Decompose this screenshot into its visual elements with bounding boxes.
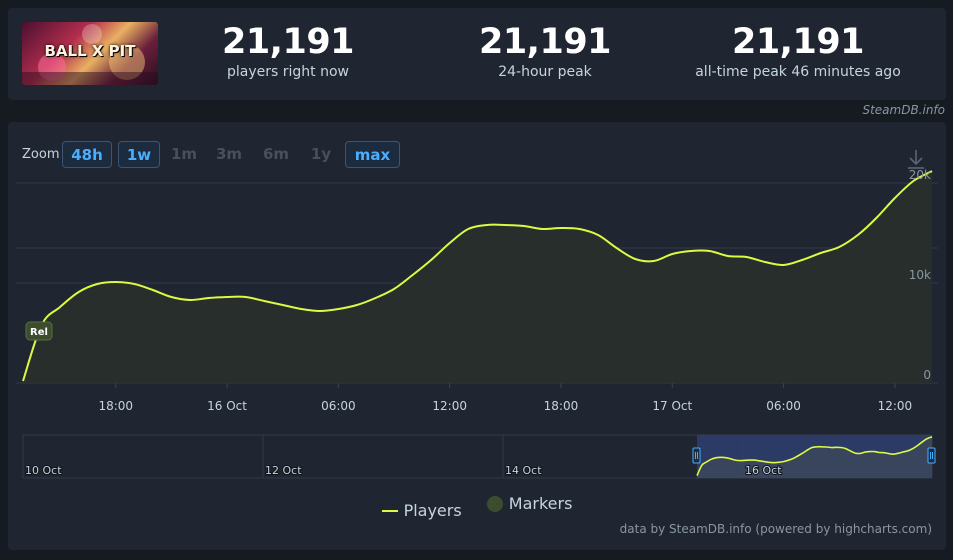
stat-alltime-peak-value: 21,191 — [731, 22, 865, 62]
x-tick-label: 16 Oct — [207, 399, 247, 413]
zoom-label: Zoom — [22, 147, 60, 162]
navigator-tick-label: 10 Oct — [25, 464, 62, 477]
x-tick-label: 06:00 — [766, 399, 801, 413]
zoom-button-max[interactable]: max — [345, 141, 400, 168]
game-cover-image[interactable]: BALL X PIT — [22, 22, 158, 85]
stat-current-label: players right now — [227, 64, 349, 80]
legend-item-players[interactable]: Players — [381, 501, 462, 520]
x-tick-label: 18:00 — [98, 399, 133, 413]
zoom-button-3m[interactable]: 3m — [215, 145, 243, 163]
series-players-area — [23, 171, 932, 383]
zoom-button-1w[interactable]: 1w — [118, 141, 160, 168]
legend-markers-dot-icon — [486, 495, 503, 512]
stats-header: BALL X PIT 21,191 players right now 21,1… — [8, 8, 946, 100]
x-tick-label: 12:00 — [432, 399, 467, 413]
x-tick-label: 12:00 — [878, 399, 913, 413]
zoom-button-6m[interactable]: 6m — [262, 145, 290, 163]
x-tick-label: 18:00 — [544, 399, 579, 413]
zoom-button-48h[interactable]: 48h — [62, 141, 112, 168]
series-players-line — [22, 170, 933, 382]
stat-24h-peak-label: 24-hour peak — [498, 64, 592, 80]
legend-item-markers[interactable]: Markers — [486, 494, 573, 513]
stat-current: 21,191 players right now — [208, 22, 368, 82]
chart-credit[interactable]: data by SteamDB.info (powered by highcha… — [619, 522, 932, 536]
player-chart-card: Zoom 48h 1w 1m 3m 6m 1y max 0 10k 20k 18:00… — [8, 122, 946, 550]
release-marker — [25, 321, 53, 341]
x-tick-label: 06:00 — [321, 399, 356, 413]
navigator-tick-label: 12 Oct — [265, 464, 302, 477]
legend-players-line-icon — [381, 509, 398, 512]
cover-art — [22, 24, 158, 85]
release-marker-label: Rel — [30, 327, 48, 338]
zoom-button-1y[interactable]: 1y — [310, 145, 332, 163]
stat-alltime-peak-label: all-time peak 46 minutes ago — [695, 64, 901, 80]
stat-24h-peak: 21,191 24-hour peak — [465, 22, 625, 82]
navigator-line — [696, 436, 933, 476]
steamdb-credit-link[interactable]: SteamDB.info — [862, 103, 945, 117]
navigator-tick-label-overlay: 16 Oct — [745, 464, 782, 477]
cover-title: BALL X PIT — [44, 42, 136, 60]
chart-legend: Players Markers — [8, 494, 946, 520]
download-icon[interactable] — [906, 148, 926, 170]
y-tick-label: 20k — [909, 168, 931, 182]
y-tick-label: 10k — [909, 268, 931, 282]
navigator-handle-right[interactable] — [927, 447, 936, 464]
legend-markers-label: Markers — [508, 494, 573, 513]
player-count-chart[interactable]: 0 10k 20k 18:00 16 Oct 06:00 12:00 18:00 17 Oct 0… — [8, 122, 946, 492]
zoom-button-1m[interactable]: 1m — [170, 145, 198, 163]
navigator-handle-left[interactable] — [692, 447, 701, 464]
stat-current-value: 21,191 — [221, 22, 355, 62]
y-tick-label: 0 — [923, 368, 931, 382]
navigator-area — [697, 436, 932, 478]
stat-24h-peak-value: 21,191 — [478, 22, 612, 62]
stat-alltime-peak: 21,191 all-time peak 46 minutes ago — [678, 22, 918, 82]
legend-players-label: Players — [403, 501, 462, 520]
navigator-tick-label: 14 Oct — [505, 464, 542, 477]
x-tick-label: 17 Oct — [652, 399, 692, 413]
